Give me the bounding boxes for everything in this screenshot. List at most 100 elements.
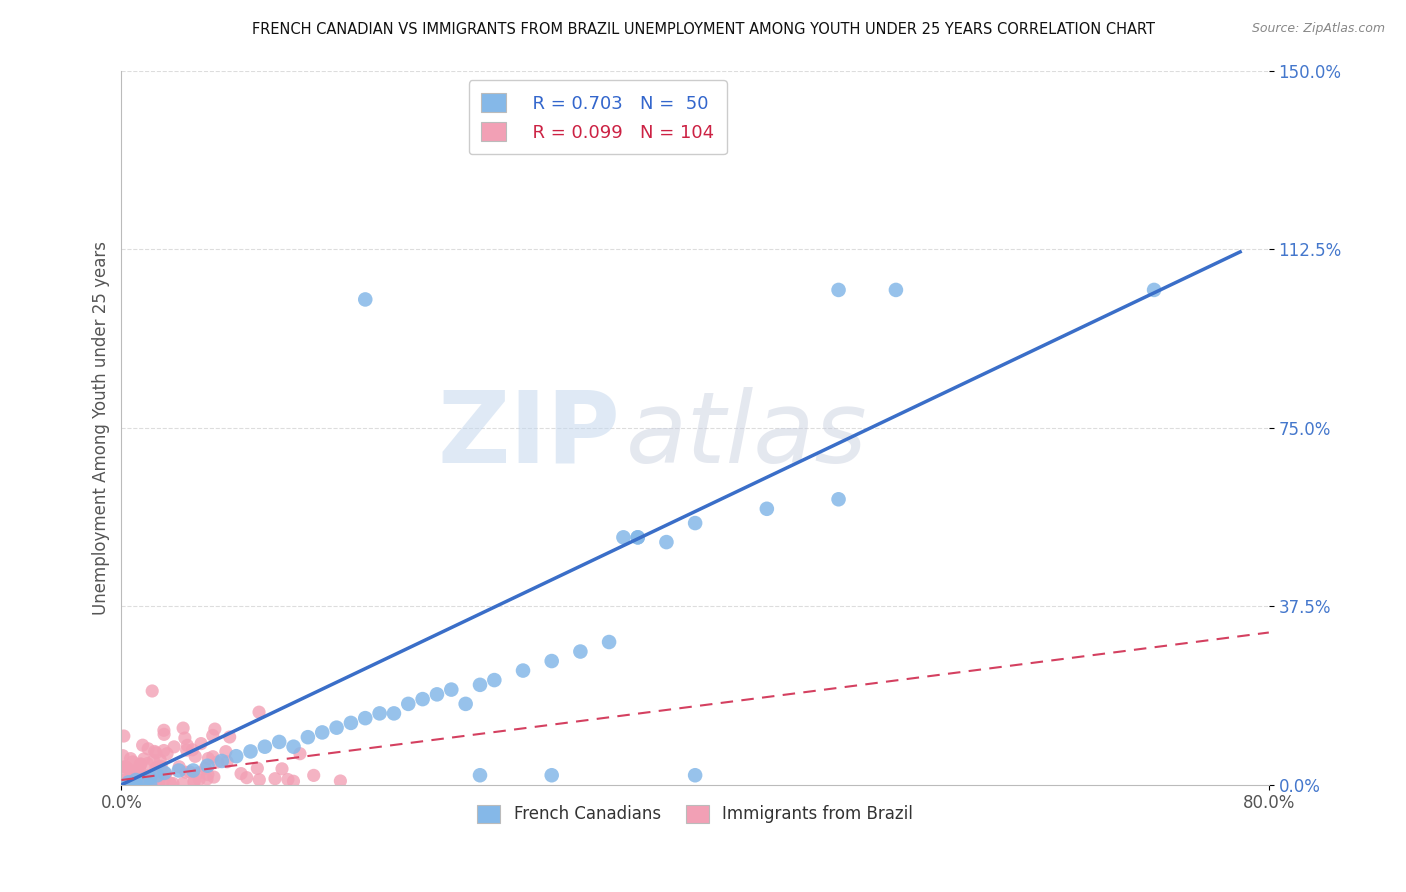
Point: [128, 763, 150, 777]
Point: [426, 687, 449, 701]
Point: [184, 749, 207, 764]
Point: [755, 501, 778, 516]
Point: [146, 768, 169, 782]
Point: [211, 754, 233, 768]
Point: [468, 768, 491, 782]
Point: [396, 697, 419, 711]
Point: [512, 664, 534, 678]
Point: [153, 727, 176, 741]
Point: [1143, 283, 1166, 297]
Point: [247, 772, 270, 787]
Text: ZIP: ZIP: [437, 386, 620, 483]
Point: [114, 772, 136, 787]
Point: [114, 776, 136, 790]
Point: [253, 739, 276, 754]
Point: [142, 754, 165, 768]
Point: [218, 730, 240, 744]
Point: [340, 715, 363, 730]
Point: [440, 682, 463, 697]
Point: [132, 772, 155, 787]
Point: [207, 755, 229, 769]
Point: [181, 743, 204, 757]
Point: [159, 776, 181, 790]
Point: [683, 516, 706, 530]
Point: [173, 731, 195, 745]
Point: [162, 776, 184, 790]
Point: [174, 765, 197, 780]
Point: [827, 283, 849, 297]
Point: [114, 760, 136, 774]
Point: [176, 739, 198, 753]
Point: [125, 772, 148, 786]
Point: [172, 776, 194, 790]
Point: [121, 755, 143, 769]
Point: [683, 768, 706, 782]
Point: [329, 774, 352, 789]
Point: [297, 730, 319, 744]
Point: [129, 757, 152, 772]
Point: [131, 738, 153, 752]
Point: [311, 725, 333, 739]
Point: [121, 773, 143, 788]
Point: [188, 765, 211, 780]
Point: [264, 772, 287, 786]
Point: [271, 762, 294, 776]
Point: [655, 535, 678, 549]
Y-axis label: Unemployment Among Youth under 25 years: Unemployment Among Youth under 25 years: [93, 241, 110, 615]
Point: [155, 766, 177, 780]
Point: [827, 492, 849, 507]
Point: [145, 768, 167, 782]
Point: [540, 768, 562, 782]
Point: [277, 772, 299, 787]
Point: [217, 755, 239, 769]
Point: [146, 772, 169, 787]
Point: [884, 283, 907, 297]
Point: [132, 752, 155, 766]
Point: [141, 777, 163, 791]
Point: [129, 756, 152, 771]
Point: [229, 766, 252, 780]
Point: [368, 706, 391, 721]
Point: [195, 772, 218, 786]
Point: [183, 773, 205, 788]
Point: [153, 773, 176, 788]
Point: [139, 778, 162, 792]
Point: [138, 774, 160, 789]
Point: [246, 761, 269, 775]
Point: [454, 697, 477, 711]
Point: [148, 773, 170, 788]
Point: [145, 776, 167, 790]
Point: [197, 767, 219, 781]
Point: [132, 774, 155, 789]
Point: [135, 770, 157, 784]
Point: [269, 735, 291, 749]
Point: [412, 692, 434, 706]
Point: [112, 729, 135, 743]
Point: [131, 774, 153, 789]
Point: [118, 776, 141, 790]
Point: [145, 746, 167, 760]
Point: [181, 764, 204, 778]
Point: [247, 705, 270, 719]
Point: [149, 763, 172, 777]
Point: [120, 751, 142, 765]
Point: [124, 772, 146, 787]
Point: [131, 769, 153, 783]
Point: [325, 721, 347, 735]
Point: [136, 769, 159, 783]
Point: [569, 644, 592, 658]
Point: [125, 772, 148, 787]
Point: [197, 758, 219, 772]
Point: [188, 772, 211, 787]
Point: [136, 741, 159, 756]
Point: [110, 772, 132, 787]
Point: [354, 711, 377, 725]
Point: [179, 764, 201, 779]
Point: [288, 747, 311, 761]
Point: [150, 765, 173, 780]
Point: [111, 748, 134, 763]
Point: [484, 673, 506, 687]
Point: [118, 763, 141, 777]
Point: [201, 749, 224, 764]
Point: [139, 771, 162, 785]
